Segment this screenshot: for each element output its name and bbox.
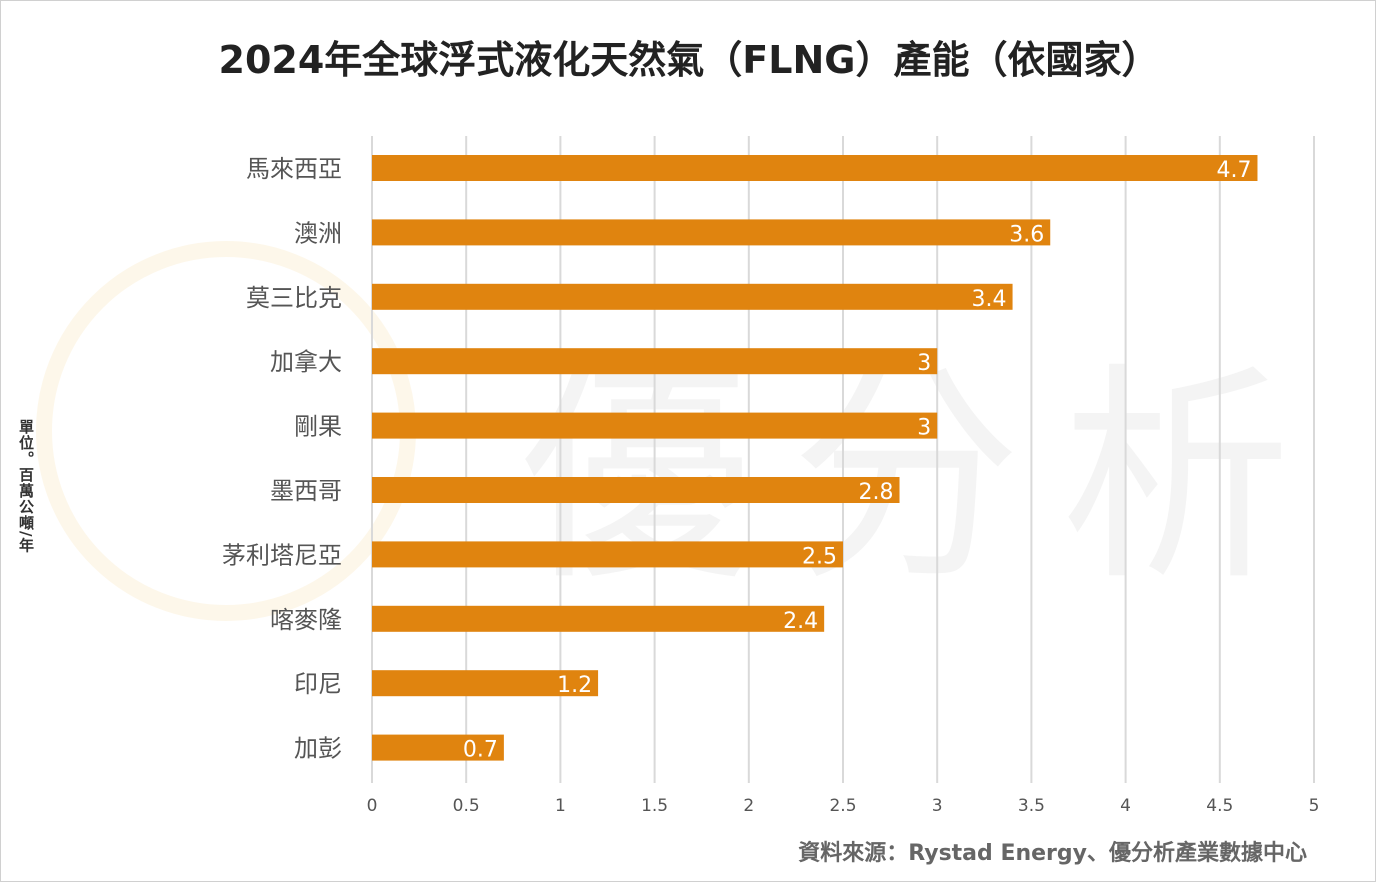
data-label: 2.8 [859, 480, 894, 505]
bar [372, 219, 1051, 246]
x-tick-label: 0 [367, 796, 378, 816]
bar [372, 477, 900, 503]
x-tick-label: 4 [1120, 796, 1131, 816]
y-tick-label: 澳洲 [294, 219, 342, 247]
bar [372, 541, 843, 568]
x-tick-label: 2 [743, 796, 754, 816]
y-tick-label: 剛果 [294, 413, 342, 441]
y-tick-label: 莫三比克 [246, 284, 342, 312]
x-tick-label: 2.5 [829, 796, 856, 816]
x-tick-label: 3 [932, 796, 943, 816]
y-tick-label: 茅利塔尼亞 [222, 541, 342, 569]
y-tick-label: 印尼 [294, 670, 342, 698]
x-tick-label: 1.5 [641, 796, 668, 816]
y-tick-label: 喀麥隆 [270, 606, 342, 634]
x-tick-label: 4.5 [1206, 796, 1233, 816]
y-tick-label: 馬來西亞 [246, 155, 342, 183]
data-label: 0.7 [463, 738, 498, 763]
x-tick-label: 1 [555, 796, 566, 816]
x-tick-label: 0.5 [453, 796, 480, 816]
source-note: 資料來源：Rystad Energy、優分析產業數據中心 [798, 841, 1307, 866]
bar [372, 283, 1013, 310]
data-label: 2.4 [783, 609, 818, 634]
data-label: 4.7 [1216, 158, 1251, 183]
chart-title: 2024年全球浮式液化天然氣（FLNG）產能（依國家） [218, 38, 1160, 82]
bar [372, 412, 938, 439]
data-label: 3 [917, 416, 931, 441]
y-tick-label: 墨西哥 [270, 477, 342, 505]
bar [372, 605, 825, 632]
bar [372, 348, 938, 375]
bar [372, 734, 504, 761]
x-tick-label: 5 [1309, 796, 1320, 816]
bar [372, 670, 599, 697]
data-label: 3 [917, 351, 931, 376]
bar [372, 155, 1258, 181]
y-tick-label: 加彭 [294, 735, 342, 763]
data-label: 1.2 [557, 673, 592, 698]
data-label: 2.5 [802, 544, 837, 569]
y-axis-label: 單位。百萬公噸/年 [17, 419, 35, 554]
y-tick-label: 加拿大 [270, 348, 342, 376]
data-label: 3.6 [1009, 222, 1044, 247]
data-label: 3.4 [972, 287, 1007, 312]
x-tick-label: 3.5 [1018, 796, 1045, 816]
